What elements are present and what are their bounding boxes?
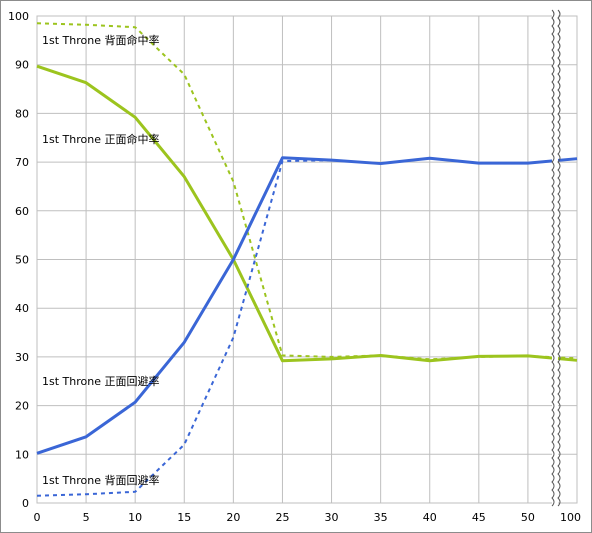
x-tick-label: 35 — [374, 511, 388, 524]
x-tick-label: 15 — [177, 511, 191, 524]
x-tick-label: 5 — [83, 511, 90, 524]
axis-break-band — [552, 10, 558, 505]
x-tick-label: 45 — [472, 511, 486, 524]
x-tick-label: 25 — [275, 511, 289, 524]
y-tick-label: 20 — [15, 400, 29, 413]
y-tick-label: 30 — [15, 351, 29, 364]
y-tick-label: 50 — [15, 254, 29, 267]
x-tick-label: 20 — [226, 511, 240, 524]
series-label-1: 1st Throne 正面命中率 — [42, 132, 159, 146]
y-tick-label: 0 — [22, 497, 29, 510]
x-tick-label: 0 — [34, 511, 41, 524]
x-tick-label: 30 — [325, 511, 339, 524]
series-line-0 — [36, 22, 578, 361]
y-tick-label: 60 — [15, 205, 29, 218]
y-tick-label: 40 — [15, 302, 29, 315]
series-line-3 — [36, 157, 578, 497]
y-tick-label: 100 — [8, 10, 29, 23]
y-tick-label: 80 — [15, 107, 29, 120]
series-label-2: 1st Throne 正面回避率 — [42, 374, 159, 388]
x-tick-label: 100 — [560, 511, 581, 524]
y-tick-label: 10 — [15, 448, 29, 461]
series-label-0: 1st Throne 背面命中率 — [42, 33, 159, 47]
axis-break-line-left — [551, 9, 555, 507]
x-tick-label: 50 — [521, 511, 535, 524]
axis-break-line-right — [557, 9, 561, 507]
series-line-1 — [36, 64, 578, 363]
y-tick-label: 70 — [15, 156, 29, 169]
x-tick-label: 40 — [423, 511, 437, 524]
x-tick-label: 10 — [128, 511, 142, 524]
y-tick-label: 90 — [15, 59, 29, 72]
series-label-3: 1st Throne 背面回避率 — [42, 473, 159, 487]
